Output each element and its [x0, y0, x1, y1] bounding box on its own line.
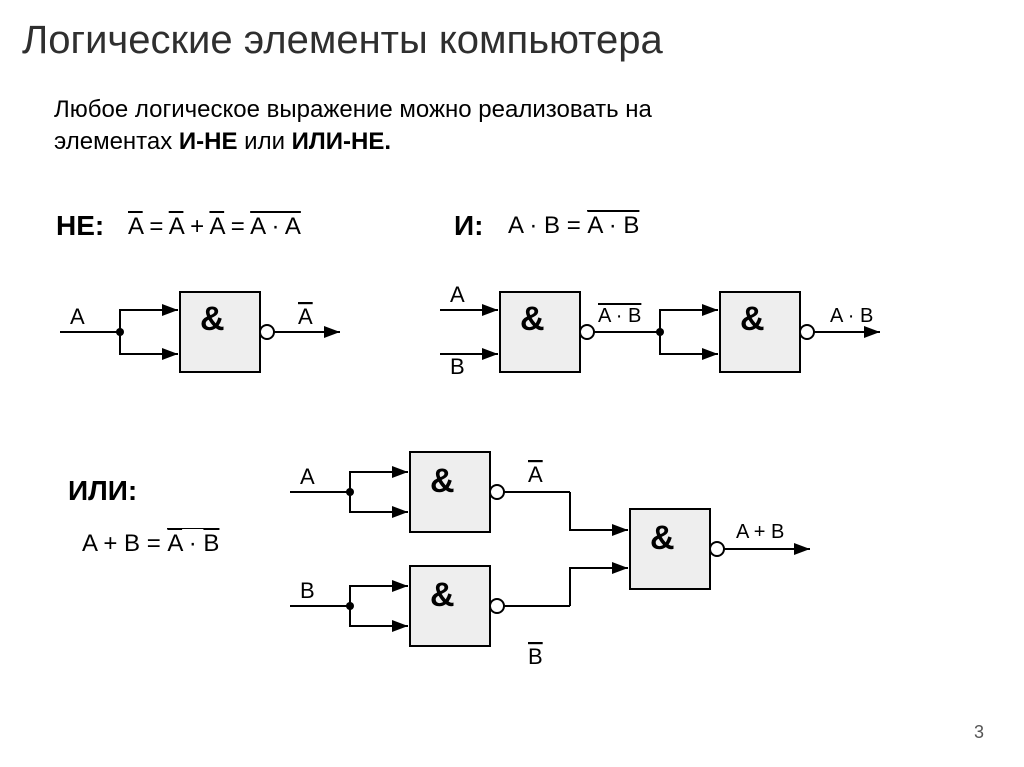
svg-text:&: & — [650, 519, 675, 557]
svg-text:A: A — [300, 464, 315, 489]
svg-text:A + B: A + B — [736, 521, 784, 543]
intro-or: или — [238, 128, 292, 155]
intro-line1: Любое логическое выражение можно реализо… — [54, 96, 652, 123]
f-and-1: A · B — [587, 210, 639, 238]
svg-text:A · B: A · B — [830, 305, 873, 327]
f-not-1: = — [143, 213, 169, 240]
f-not-4: A — [209, 213, 224, 240]
svg-text:&: & — [740, 300, 765, 338]
intro-text: Любое логическое выражение можно реализо… — [54, 94, 652, 159]
f-or-1: A · B — [167, 528, 219, 556]
section-and-label: И: — [454, 210, 483, 242]
formula-or: A + B = A · B — [82, 528, 219, 558]
f-not-3: + — [183, 213, 209, 240]
formula-not: A = A + A = A · A — [128, 213, 301, 241]
svg-text:&: & — [430, 462, 455, 500]
svg-text:A: A — [450, 282, 465, 307]
svg-text:&: & — [200, 300, 225, 338]
f-and-0: A · B = — [508, 212, 587, 239]
f-or-0: A + B = — [82, 530, 167, 557]
intro-line2-prefix: элементах — [54, 128, 179, 155]
svg-text:B: B — [300, 578, 315, 603]
diagram-and: A B & A · B & A · B — [440, 266, 940, 396]
diagram-not: & A A — [60, 272, 360, 392]
diagram-or: A & A B & B & A + B — [290, 436, 870, 676]
section-or-label: ИЛИ: — [68, 475, 137, 507]
section-not-label: НЕ: — [56, 210, 104, 242]
intro-kw2: ИЛИ-НЕ. — [292, 128, 391, 155]
svg-text:&: & — [520, 300, 545, 338]
f-not-5: = — [224, 213, 250, 240]
f-not-0: A — [128, 213, 143, 240]
f-not-2: A — [169, 213, 184, 240]
svg-text:B: B — [450, 354, 465, 379]
formula-and: A · B = A · B — [508, 210, 639, 240]
svg-text:A · B: A · B — [598, 305, 641, 327]
page-title: Логические элементы компьютера — [22, 18, 663, 63]
svg-text:A: A — [70, 304, 85, 329]
page-number: 3 — [974, 722, 984, 743]
f-not-6: A · A — [250, 213, 301, 240]
intro-kw1: И-НЕ — [179, 128, 238, 155]
svg-text:&: & — [430, 576, 455, 614]
svg-text:A: A — [298, 304, 313, 329]
svg-text:B: B — [528, 644, 543, 669]
svg-text:A: A — [528, 462, 543, 487]
